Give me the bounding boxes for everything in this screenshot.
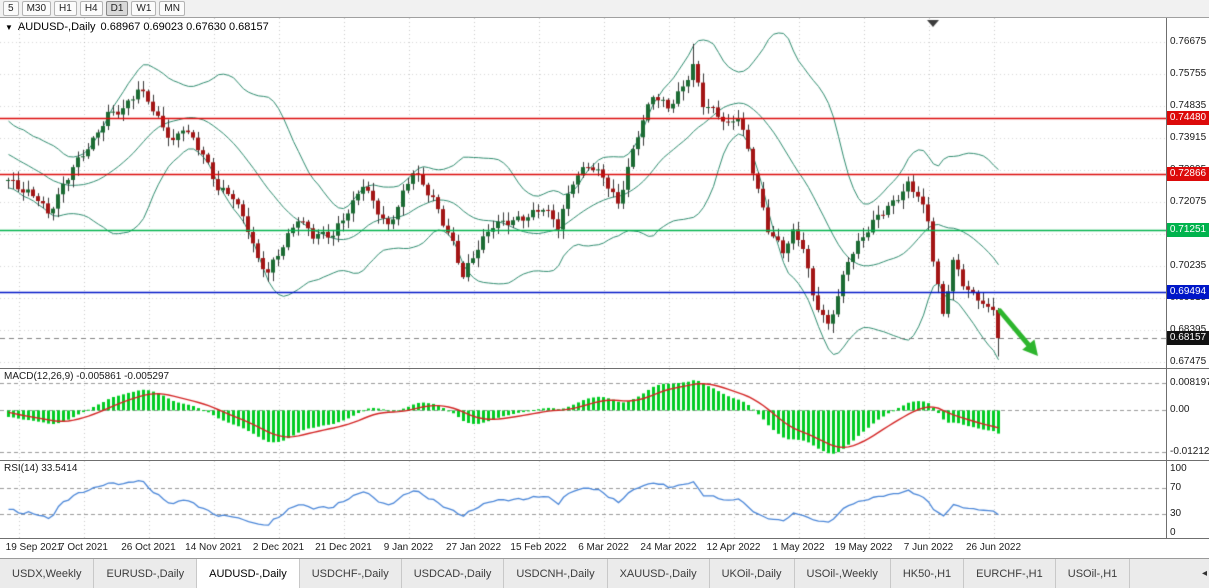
chart-tab-usdcnh-daily[interactable]: USDCNH-,Daily [504, 559, 608, 588]
date-axis-label: 6 Mar 2022 [578, 542, 629, 553]
price-level-badge: 0.74480 [1167, 110, 1209, 125]
price-axis-label: 0.73915 [1170, 131, 1207, 143]
price-axis: 0.766750.757550.748350.739150.729950.720… [1166, 18, 1209, 368]
price-axis-label: 0.68395 [1170, 323, 1207, 335]
rsi-plot: RSI(14) 33.5414 [0, 461, 1166, 538]
price-axis-label: 0.72075 [1170, 195, 1207, 207]
price-axis-label: 0.76675 [1170, 35, 1207, 47]
symbol-dropdown-icon: ▼ [5, 22, 13, 32]
current-price-badge: 0.68157 [1167, 331, 1209, 346]
tab-scroll-left-icon[interactable]: ◂ [1201, 568, 1207, 579]
chart-symbol: AUDUSD-,Daily [17, 21, 96, 33]
date-axis-label: 21 Dec 2021 [315, 542, 372, 553]
timeframe-toolbar: 5 M30 H1 H4 D1 W1 MN [0, 0, 1209, 18]
date-axis-label: 14 Nov 2021 [185, 542, 242, 553]
rsi-canvas[interactable] [0, 461, 1166, 538]
date-axis-label: 26 Jun 2022 [965, 542, 1022, 553]
macd-plot: MACD(12,26,9) -0.005861 -0.005297 [0, 369, 1166, 460]
timeframe-button-w1[interactable]: W1 [131, 1, 157, 16]
price-axis-label: 0.75755 [1170, 67, 1207, 79]
date-axis-label: 19 Sep 2021 [5, 542, 63, 553]
price-level-badge: 0.69494 [1167, 284, 1209, 299]
macd-axis: 0.008197 0.00 -0.012121 [1166, 369, 1209, 460]
macd-axis-label: 0.008197 [1170, 376, 1209, 388]
date-axis-label: 15 Feb 2022 [510, 542, 567, 553]
macd-panel: MACD(12,26,9) -0.005861 -0.005297 0.0081… [0, 368, 1209, 460]
chart-tab-usoil-h1[interactable]: USOil-,H1 [1055, 559, 1131, 588]
date-axis-label: 2 Dec 2021 [252, 542, 305, 553]
price-level-badge: 0.72866 [1167, 167, 1209, 182]
chart-tab-ukoil-daily[interactable]: UKOil-,Daily [709, 559, 795, 588]
price-axis-label: 0.67475 [1170, 355, 1207, 367]
chart-tab-usdcad-daily[interactable]: USDCAD-,Daily [401, 559, 505, 588]
main-chart-plot: ▼ AUDUSD-,Daily 0.68967 0.69023 0.67630 … [0, 18, 1166, 368]
macd-label: MACD(12,26,9) -0.005861 -0.005297 [4, 371, 170, 382]
date-axis-label: 7 Oct 2021 [59, 542, 108, 553]
chart-title: ▼ AUDUSD-,Daily 0.68967 0.69023 0.67630 … [5, 21, 269, 33]
rsi-axis: 100 70 30 0 [1166, 461, 1209, 538]
date-axis-label: 19 May 2022 [834, 542, 893, 553]
rsi-axis-label: 70 [1170, 482, 1182, 494]
price-level-badge: 0.71251 [1167, 223, 1209, 238]
chart-tab-hk50-h1[interactable]: HK50-,H1 [890, 559, 965, 588]
timeframe-button-h4[interactable]: H4 [79, 1, 103, 16]
rsi-panel: RSI(14) 33.5414 100 70 30 0 [0, 460, 1209, 538]
date-axis-label: 1 May 2022 [772, 542, 825, 553]
date-axis-label: 24 Mar 2022 [640, 542, 697, 553]
main-chart-canvas[interactable] [0, 18, 1166, 368]
price-axis-label: 0.70235 [1170, 259, 1207, 271]
macd-canvas[interactable] [0, 369, 1166, 460]
timeframe-button-mn[interactable]: MN [159, 1, 185, 16]
chart-tab-eurchf-h1[interactable]: EURCHF-,H1 [964, 559, 1056, 588]
date-axis-label: 7 Jun 2022 [903, 542, 954, 553]
chart-ohlc-values: 0.68967 0.69023 0.67630 0.68157 [100, 21, 269, 33]
main-chart-panel: ▼ AUDUSD-,Daily 0.68967 0.69023 0.67630 … [0, 18, 1209, 368]
chart-tabs-bar: ◂ USDX,Weekly EURUSD-,Daily AUDUSD-,Daily U… [0, 558, 1209, 588]
timeframe-button-5[interactable]: 5 [3, 1, 19, 16]
date-axis-label: 12 Apr 2022 [706, 542, 761, 553]
chart-tab-xauusd-daily[interactable]: XAUUSD-,Daily [607, 559, 710, 588]
rsi-label: RSI(14) 33.5414 [4, 463, 78, 474]
rsi-axis-label: 0 [1170, 527, 1176, 538]
date-axis-label: 26 Oct 2021 [121, 542, 176, 553]
chart-tab-usdx-weekly[interactable]: USDX,Weekly [0, 559, 95, 588]
timeframe-button-m30[interactable]: M30 [21, 1, 52, 16]
date-axis-label: 27 Jan 2022 [445, 542, 502, 553]
rsi-axis-label: 30 [1170, 507, 1182, 519]
macd-axis-label: 0.00 [1170, 404, 1190, 416]
macd-axis-label: -0.012121 [1170, 445, 1209, 457]
chart-tab-eurusd-daily[interactable]: EURUSD-,Daily [94, 559, 198, 588]
chart-tab-usoil-weekly[interactable]: USOil-,Weekly [794, 559, 891, 588]
date-axis-label: 9 Jan 2022 [383, 542, 434, 553]
chart-tab-usdchf-daily[interactable]: USDCHF-,Daily [299, 559, 402, 588]
rsi-axis-label: 100 [1170, 463, 1187, 474]
timeframe-button-h1[interactable]: H1 [54, 1, 77, 16]
chart-tab-audusd-daily[interactable]: AUDUSD-,Daily [197, 559, 300, 588]
price-axis-label: 0.74835 [1170, 99, 1207, 111]
date-axis: 19 Sep 2021 7 Oct 2021 26 Oct 2021 14 Nov 2… [0, 538, 1209, 558]
timeframe-button-d1[interactable]: D1 [105, 1, 129, 16]
